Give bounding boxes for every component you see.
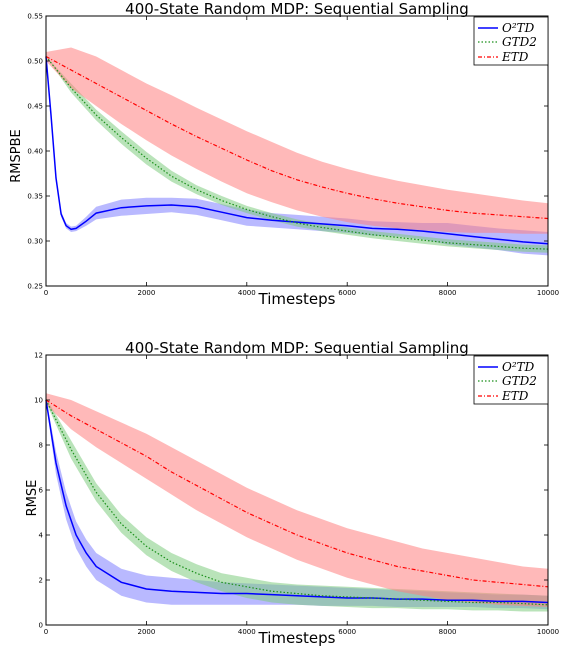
series-line-etd-0 <box>45 55 549 220</box>
x-tick-label: 4000 <box>238 289 256 297</box>
legend-box <box>473 355 549 405</box>
legend-label-etd: ETD <box>501 389 529 403</box>
legend: O²TD GTD2 ETD <box>473 16 549 66</box>
x-tick-label: 2000 <box>137 289 155 297</box>
y-tick-label: 4 <box>39 532 44 540</box>
x-axis-label: Timesteps <box>258 290 336 308</box>
y-tick-label: 0 <box>39 622 43 630</box>
series-line-gtd2-0 <box>45 56 549 250</box>
legend-label-gtd2: GTD2 <box>502 374 537 388</box>
x-tick-label: 8000 <box>439 289 457 297</box>
series-lines <box>45 55 549 250</box>
series-lines <box>45 399 549 606</box>
x-tick-label: 10000 <box>537 628 559 636</box>
legend-label-o2td: O²TD <box>502 360 535 374</box>
y-tick-label: 0.55 <box>27 13 43 21</box>
band-etd-0 <box>46 47 548 234</box>
legend: O²TD GTD2 ETD <box>473 355 549 405</box>
chart-title: 400-State Random MDP: Sequential Samplin… <box>125 0 469 18</box>
x-axis-label: Timesteps <box>258 629 336 647</box>
confidence-bands <box>46 47 548 256</box>
legend-label-gtd2: GTD2 <box>502 35 537 49</box>
axis-ticks: 0 2000 4000 6000 8000 10000 0.25 0.30 0.35 0.40 0.… <box>27 13 559 298</box>
band-gtd2-1 <box>46 397 548 612</box>
x-tick-label: 4000 <box>238 628 256 636</box>
series-line-otd-1 <box>45 399 549 604</box>
legend-box <box>473 16 549 66</box>
y-tick-label: 6 <box>39 487 44 495</box>
band-etd-1 <box>46 393 548 607</box>
y-tick-label: 0.25 <box>27 283 43 291</box>
y-axis-label: RMSE <box>25 480 40 517</box>
y-tick-label: 10 <box>34 397 43 405</box>
y-tick-label: 0.50 <box>27 58 43 66</box>
axis-ticks: 0 2000 4000 6000 8000 10000 0 2 4 6 8 10 12 <box>34 352 559 637</box>
band-gtd2-0 <box>46 56 548 253</box>
series-line-etd-1 <box>45 399 549 588</box>
y-tick-label: 0.40 <box>27 148 43 156</box>
y-tick-label: 0.30 <box>27 238 43 246</box>
x-tick-label: 10000 <box>537 289 559 297</box>
x-tick-label: 8000 <box>439 628 457 636</box>
chart-title: 400-State Random MDP: Sequential Samplin… <box>125 339 469 357</box>
legend-label-o2td: O²TD <box>502 21 535 35</box>
series-line-otd-0 <box>45 56 549 245</box>
chart-rmspbe: 400-State Random MDP: Sequential Samplin… <box>9 0 559 308</box>
chart-rmse: 400-State Random MDP: Sequential Samplin… <box>25 339 559 647</box>
legend-label-etd: ETD <box>501 50 529 64</box>
y-tick-label: 8 <box>39 442 43 450</box>
y-tick-label: 2 <box>39 577 43 585</box>
y-tick-label: 0.35 <box>27 193 43 201</box>
x-tick-label: 0 <box>44 628 48 636</box>
x-tick-label: 6000 <box>338 628 356 636</box>
confidence-bands <box>46 393 548 612</box>
x-tick-label: 2000 <box>137 628 155 636</box>
x-tick-label: 0 <box>44 289 48 297</box>
y-axis-label: RMSPBE <box>9 129 24 182</box>
x-tick-label: 6000 <box>338 289 356 297</box>
y-tick-label: 12 <box>34 352 43 360</box>
y-tick-label: 0.45 <box>27 103 43 111</box>
